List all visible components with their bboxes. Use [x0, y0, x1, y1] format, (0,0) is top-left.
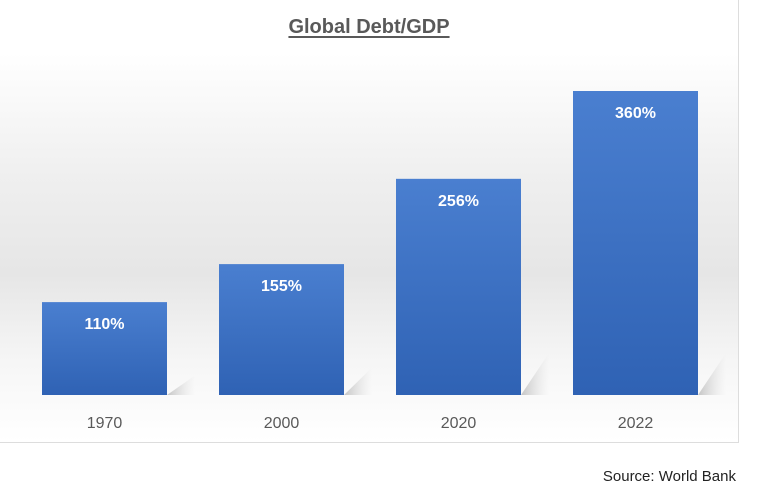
- x-tick-label: 2000: [264, 415, 300, 432]
- x-tick-label: 1970: [87, 415, 123, 432]
- bar-2020: [396, 178, 521, 395]
- bar-shadow: [167, 375, 195, 395]
- bar-chart: 110% 1970 155% 2000 256% 2020 360% 2022: [42, 91, 726, 432]
- data-label: 110%: [84, 316, 124, 333]
- chart-title: Global Debt/GDP: [0, 16, 738, 39]
- bar-1970: [42, 302, 167, 395]
- data-label: 360%: [615, 105, 656, 122]
- data-label: 155%: [261, 278, 302, 295]
- bar-2000: [219, 264, 344, 395]
- data-label: 256%: [438, 193, 479, 210]
- x-tick-label: 2020: [441, 415, 477, 432]
- x-tick-label: 2022: [618, 415, 654, 432]
- bar-shadow: [344, 367, 372, 395]
- source-note: Source: World Bank: [602, 468, 736, 485]
- chart-title-text: Global Debt/GDP: [288, 16, 450, 38]
- bar-2022: [573, 91, 698, 395]
- bar-shadow: [521, 353, 549, 395]
- bar-shadow: [698, 353, 726, 395]
